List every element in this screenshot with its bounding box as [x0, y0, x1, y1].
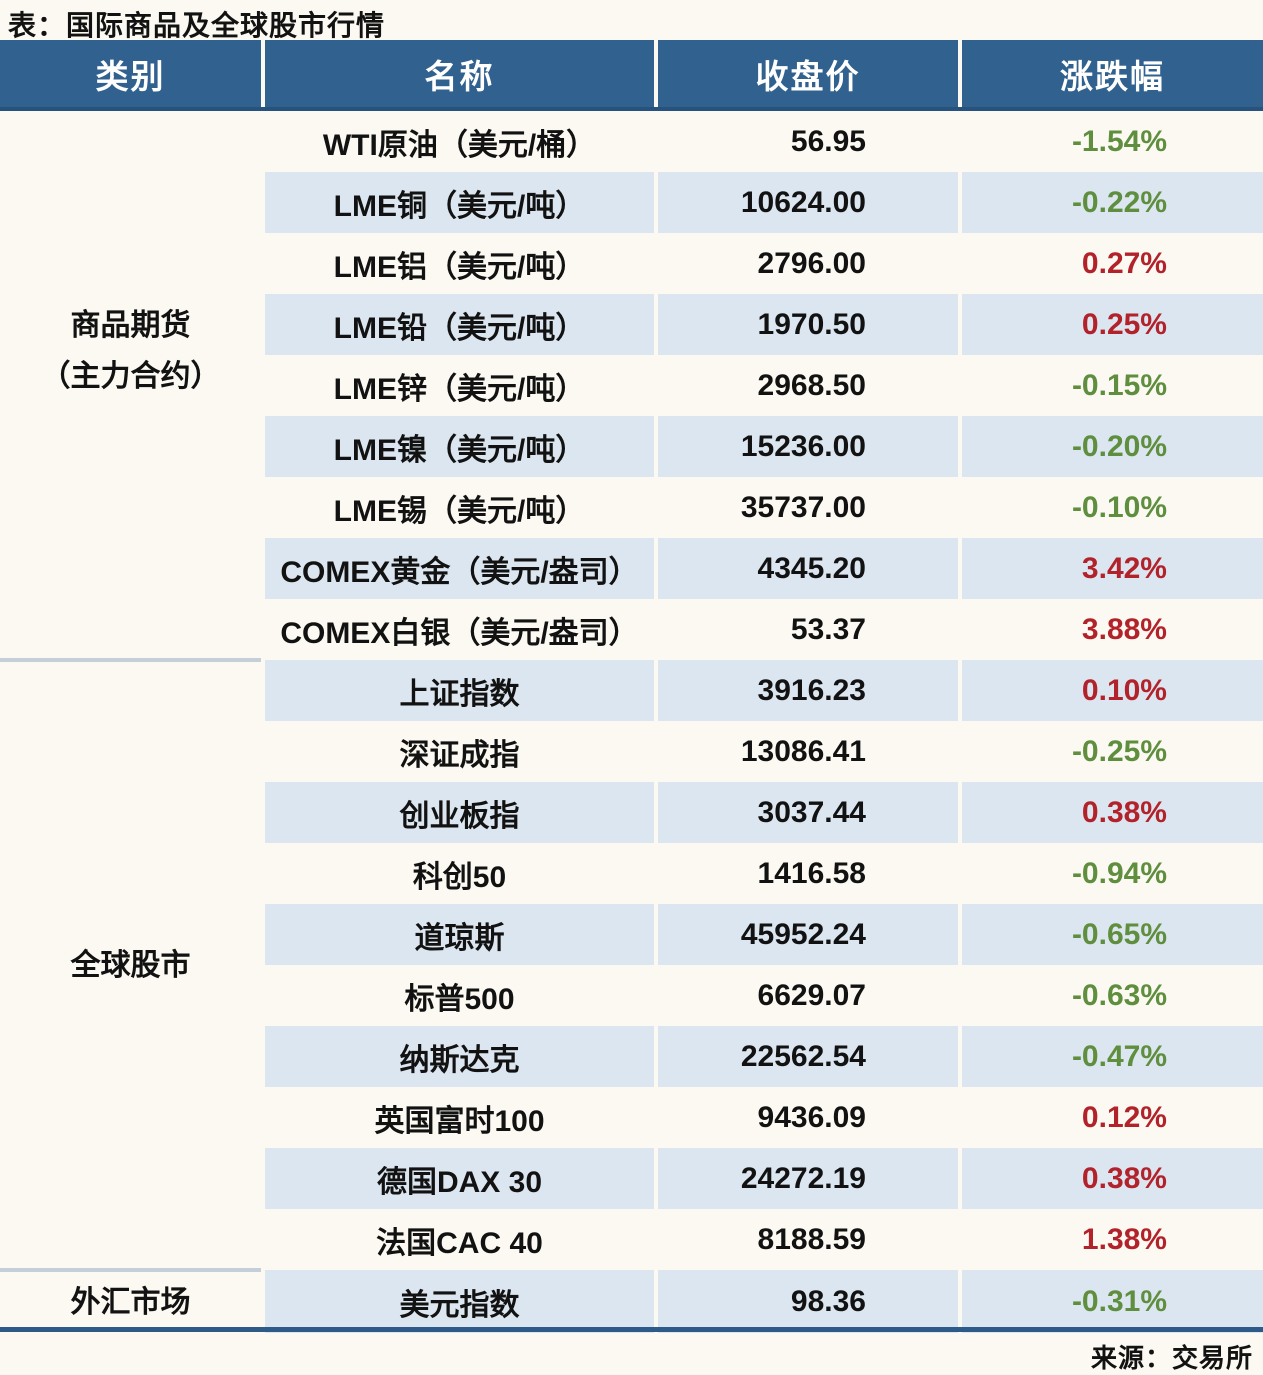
- close-price: 3916.23: [654, 660, 960, 721]
- table-row: 德国DAX 30 24272.19 0.38%: [0, 1148, 1263, 1209]
- table-row: 道琼斯 45952.24 -0.65%: [0, 904, 1263, 965]
- table-row: COMEX黄金（美元/盎司） 4345.20 3.42%: [0, 538, 1263, 599]
- instrument-name: COMEX黄金（美元/盎司）: [261, 538, 656, 599]
- quotes-table: 类别 名称 收盘价 涨跌幅 商品期货 （主力合约） WTI原油（美元/桶） 56.95…: [0, 40, 1263, 1333]
- category-label: 外汇市场: [70, 1286, 191, 1319]
- instrument-name: 标普500: [261, 965, 656, 1026]
- change-percent: -1.54%: [958, 109, 1263, 172]
- table-bottom-border: [0, 1327, 1263, 1332]
- table-row: 全球股市 上证指数 3916.23 0.10%: [0, 658, 1263, 1270]
- instrument-name: 纳斯达克: [261, 1026, 656, 1087]
- close-price: 24272.19: [654, 1148, 960, 1209]
- close-price: 1416.58: [654, 843, 960, 904]
- table-row: 商品期货 （主力合约） WTI原油（美元/桶） 56.95 -1.54%: [0, 109, 1263, 660]
- instrument-name: LME铅（美元/吨）: [261, 294, 656, 355]
- change-percent: 0.10%: [958, 660, 1263, 721]
- table-row: LME铝（美元/吨） 2796.00 0.27%: [0, 233, 1263, 294]
- change-percent: 0.38%: [958, 782, 1263, 843]
- instrument-name: LME铜（美元/吨）: [261, 172, 656, 233]
- close-price: 2968.50: [654, 355, 960, 416]
- change-percent: -0.65%: [958, 904, 1263, 965]
- instrument-name: 科创50: [261, 843, 656, 904]
- category-label: 全球股市: [70, 948, 191, 982]
- instrument-name: 上证指数: [261, 660, 656, 721]
- change-percent: -0.25%: [958, 721, 1263, 782]
- instrument-name: 美元指数: [261, 1270, 656, 1333]
- instrument-name: 英国富时100: [261, 1087, 656, 1148]
- change-percent: 3.88%: [958, 599, 1263, 660]
- close-price: 10624.00: [654, 172, 960, 233]
- instrument-name: 道琼斯: [261, 904, 656, 965]
- close-price: 3037.44: [654, 782, 960, 843]
- change-percent: -0.22%: [958, 172, 1263, 233]
- table-header: 类别 名称 收盘价 涨跌幅: [0, 40, 1263, 111]
- column-header-name: 名称: [261, 40, 656, 111]
- column-header-close: 收盘价: [654, 40, 960, 111]
- change-percent: 0.27%: [958, 233, 1263, 294]
- close-price: 9436.09: [654, 1087, 960, 1148]
- change-percent: -0.47%: [958, 1026, 1263, 1087]
- table-row: 法国CAC 40 8188.59 1.38%: [0, 1209, 1263, 1270]
- column-header-category: 类别: [0, 40, 263, 111]
- table-row: LME锡（美元/吨） 35737.00 -0.10%: [0, 477, 1263, 538]
- table-body: 商品期货 （主力合约） WTI原油（美元/桶） 56.95 -1.54% LME铜（美元/…: [0, 109, 1263, 1333]
- instrument-name: LME锡（美元/吨）: [261, 477, 656, 538]
- change-percent: -0.10%: [958, 477, 1263, 538]
- category-cell: 全球股市: [0, 658, 263, 1270]
- close-price: 8188.59: [654, 1209, 960, 1270]
- close-price: 56.95: [654, 109, 960, 172]
- source-note: 来源：交易所: [1090, 1343, 1253, 1373]
- page-title: 表：国际商品及全球股市行情: [8, 10, 386, 41]
- category-cell: 商品期货 （主力合约）: [0, 109, 263, 660]
- close-price: 35737.00: [654, 477, 960, 538]
- close-price: 45952.24: [654, 904, 960, 965]
- instrument-name: LME铝（美元/吨）: [261, 233, 656, 294]
- instrument-name: WTI原油（美元/桶）: [261, 109, 656, 172]
- close-price: 13086.41: [654, 721, 960, 782]
- instrument-name: 创业板指: [261, 782, 656, 843]
- instrument-name: 法国CAC 40: [261, 1209, 656, 1270]
- category-cell: 外汇市场: [0, 1268, 263, 1333]
- table-row: 外汇市场 美元指数 98.36 -0.31%: [0, 1268, 1263, 1333]
- table-row: 创业板指 3037.44 0.38%: [0, 782, 1263, 843]
- close-price: 6629.07: [654, 965, 960, 1026]
- close-price: 98.36: [654, 1270, 960, 1333]
- change-percent: -0.15%: [958, 355, 1263, 416]
- change-percent: 0.12%: [958, 1087, 1263, 1148]
- table-row: 纳斯达克 22562.54 -0.47%: [0, 1026, 1263, 1087]
- change-percent: -0.63%: [958, 965, 1263, 1026]
- table-row: COMEX白银（美元/盎司） 53.37 3.88%: [0, 599, 1263, 660]
- close-price: 15236.00: [654, 416, 960, 477]
- table-row: LME锌（美元/吨） 2968.50 -0.15%: [0, 355, 1263, 416]
- close-price: 4345.20: [654, 538, 960, 599]
- change-percent: 3.42%: [958, 538, 1263, 599]
- instrument-name: 深证成指: [261, 721, 656, 782]
- change-percent: 0.38%: [958, 1148, 1263, 1209]
- table-row: 深证成指 13086.41 -0.25%: [0, 721, 1263, 782]
- table-row: LME镍（美元/吨） 15236.00 -0.20%: [0, 416, 1263, 477]
- instrument-name: COMEX白银（美元/盎司）: [261, 599, 656, 660]
- instrument-name: 德国DAX 30: [261, 1148, 656, 1209]
- instrument-name: LME镍（美元/吨）: [261, 416, 656, 477]
- table-row: 英国富时100 9436.09 0.12%: [0, 1087, 1263, 1148]
- change-percent: 1.38%: [958, 1209, 1263, 1270]
- table-row: 科创50 1416.58 -0.94%: [0, 843, 1263, 904]
- header-row: 类别 名称 收盘价 涨跌幅: [0, 40, 1263, 111]
- table-row: LME铜（美元/吨） 10624.00 -0.22%: [0, 172, 1263, 233]
- change-percent: -0.20%: [958, 416, 1263, 477]
- table-row: LME铅（美元/吨） 1970.50 0.25%: [0, 294, 1263, 355]
- change-percent: -0.94%: [958, 843, 1263, 904]
- instrument-name: LME锌（美元/吨）: [261, 355, 656, 416]
- change-percent: -0.31%: [958, 1270, 1263, 1333]
- table-row: 标普500 6629.07 -0.63%: [0, 965, 1263, 1026]
- close-price: 1970.50: [654, 294, 960, 355]
- close-price: 2796.00: [654, 233, 960, 294]
- column-header-change: 涨跌幅: [958, 40, 1263, 111]
- close-price: 22562.54: [654, 1026, 960, 1087]
- category-label: 商品期货 （主力合约）: [40, 308, 221, 393]
- change-percent: 0.25%: [958, 294, 1263, 355]
- close-price: 53.37: [654, 599, 960, 660]
